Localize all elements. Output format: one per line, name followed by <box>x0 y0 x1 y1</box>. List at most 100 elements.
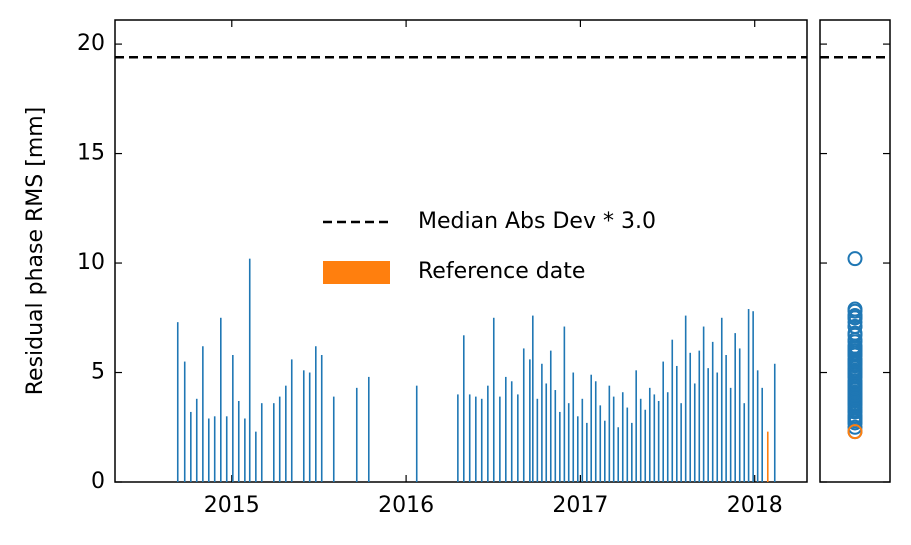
bar <box>532 315 534 482</box>
bar <box>225 416 228 482</box>
bar <box>572 372 575 482</box>
bar <box>487 385 489 482</box>
bar <box>747 309 750 482</box>
side-point <box>847 251 863 267</box>
bar <box>248 258 251 482</box>
bar <box>581 398 584 482</box>
bar <box>499 396 501 482</box>
bar <box>752 311 754 482</box>
bar <box>707 368 709 482</box>
bar <box>285 385 287 482</box>
bar <box>183 361 186 482</box>
bar <box>415 385 418 482</box>
bar <box>675 365 678 482</box>
bar <box>743 403 746 482</box>
bar <box>756 370 759 482</box>
bar <box>468 394 471 482</box>
bar <box>457 394 459 482</box>
bar <box>662 361 664 482</box>
side-point <box>847 419 863 435</box>
bar <box>639 398 642 482</box>
bar <box>559 411 561 482</box>
bar <box>621 392 624 482</box>
side-reference-point <box>847 424 863 440</box>
bar <box>586 422 588 482</box>
bar <box>545 383 548 482</box>
bar <box>608 385 611 482</box>
side-frame <box>819 19 891 483</box>
side-point <box>847 340 863 356</box>
bar <box>711 341 714 482</box>
side-point <box>847 384 863 400</box>
bar <box>332 396 335 482</box>
bar <box>315 346 317 482</box>
bar <box>684 315 687 482</box>
side-point <box>847 347 863 363</box>
bar <box>462 335 465 482</box>
bar <box>716 372 719 482</box>
x-tick-label: 2015 <box>204 493 260 518</box>
y-axis-label: Residual phase RMS [mm] <box>23 107 48 396</box>
bar <box>689 352 692 482</box>
y-tick-label: 15 <box>77 141 105 166</box>
side-point <box>847 380 863 396</box>
bar <box>355 387 358 482</box>
bar <box>576 416 579 482</box>
bar <box>480 398 483 482</box>
bar <box>594 381 597 482</box>
bar <box>207 418 210 482</box>
bar <box>644 409 647 482</box>
main-frame <box>114 19 808 483</box>
legend-reference-label: Reference date <box>418 259 585 284</box>
side-point <box>847 325 863 341</box>
bar <box>738 348 741 482</box>
bar <box>260 403 263 482</box>
side-point <box>847 310 863 326</box>
bar <box>504 376 507 482</box>
y-tick-label: 20 <box>77 31 105 56</box>
bar <box>666 392 669 482</box>
bar <box>631 422 633 482</box>
bar <box>190 411 192 482</box>
bar <box>725 355 727 482</box>
side-point <box>847 319 863 335</box>
bar <box>522 348 525 482</box>
bar <box>517 394 519 482</box>
side-point <box>847 362 863 378</box>
bar <box>475 396 477 482</box>
bar <box>176 322 179 482</box>
bar <box>320 355 323 482</box>
bar <box>510 381 513 482</box>
bar <box>698 350 701 482</box>
bar <box>529 359 531 482</box>
bar <box>693 383 696 482</box>
bar <box>554 390 557 482</box>
bar <box>563 326 566 482</box>
x-tick-label: 2017 <box>552 493 608 518</box>
bar <box>244 418 246 482</box>
bar <box>626 407 629 482</box>
bar <box>255 431 257 482</box>
y-tick-label: 0 <box>91 469 105 494</box>
bar <box>290 359 293 482</box>
bar <box>237 400 240 482</box>
bar <box>549 350 552 482</box>
x-tick-label: 2018 <box>727 493 783 518</box>
bar <box>220 317 222 482</box>
legend-reference-swatch <box>323 261 390 284</box>
legend-threshold-label: Median Abs Dev * 3.0 <box>418 209 656 234</box>
bar <box>761 387 764 482</box>
bar <box>657 400 660 482</box>
bar <box>671 339 674 482</box>
y-tick-label: 5 <box>91 360 105 385</box>
bar <box>278 396 281 482</box>
bar <box>541 363 543 482</box>
bar <box>195 398 198 482</box>
bar <box>617 427 620 482</box>
bar <box>702 326 705 482</box>
bar <box>773 363 776 482</box>
bar <box>635 370 637 482</box>
bar <box>648 387 651 482</box>
bar <box>367 376 370 482</box>
